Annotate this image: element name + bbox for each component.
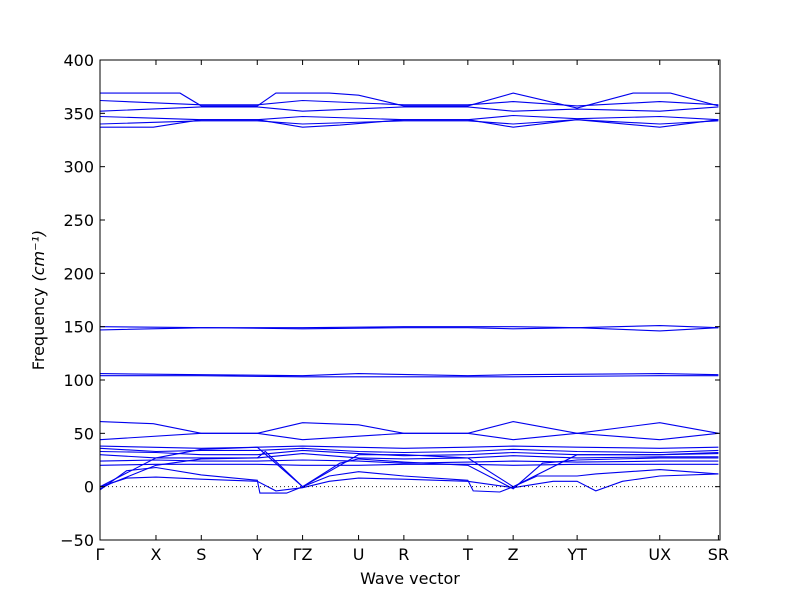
x-axis-ticks: Γ X S Y ΓZ U R T Z YT UX SR bbox=[96, 60, 729, 564]
plot-frame bbox=[99, 59, 721, 541]
band-line-10 bbox=[100, 375, 719, 378]
y-tick-label: 350 bbox=[63, 104, 94, 123]
x-tick-label: S bbox=[196, 545, 206, 564]
band-line-20 bbox=[99, 473, 719, 492]
band-line-17 bbox=[99, 459, 719, 464]
y-axis-title-text: Frequency bbox=[29, 288, 48, 371]
band-line-4 bbox=[99, 114, 719, 121]
x-tick-label: YT bbox=[566, 545, 587, 564]
y-tick-label: 250 bbox=[63, 211, 94, 230]
y-axis-unit: (cm⁻¹) bbox=[29, 230, 48, 282]
y-tick-label: −50 bbox=[60, 531, 94, 550]
y-tick-label: 300 bbox=[63, 158, 94, 177]
x-tick-label: Z bbox=[508, 545, 519, 564]
band-line-19 bbox=[99, 466, 719, 494]
band-line-11 bbox=[99, 421, 719, 434]
band-line-2 bbox=[99, 99, 719, 107]
band-line-5 bbox=[99, 119, 719, 125]
x-tick-label: ΓZ bbox=[293, 545, 313, 564]
x-axis-title: Wave vector bbox=[360, 569, 460, 588]
x-tick-label: T bbox=[462, 545, 473, 564]
x-tick-label: R bbox=[398, 545, 409, 564]
band-line-16 bbox=[99, 453, 719, 460]
x-tick-label: U bbox=[353, 545, 365, 564]
y-tick-label: 150 bbox=[63, 318, 94, 337]
band-line-21 bbox=[99, 450, 719, 490]
band-line-22 bbox=[99, 446, 719, 488]
band-line-1 bbox=[100, 92, 719, 109]
y-tick-label: 400 bbox=[63, 51, 94, 70]
band-line-12 bbox=[99, 432, 719, 441]
y-axis-ticks: −50 0 50 100 150 200 250 300 350 400 bbox=[60, 51, 720, 550]
band-line-6 bbox=[100, 119, 719, 128]
x-tick-label: SR bbox=[708, 545, 729, 564]
x-tick-label: Γ bbox=[96, 545, 105, 564]
y-tick-label: 200 bbox=[63, 264, 94, 283]
y-tick-label: 0 bbox=[84, 478, 94, 497]
band-line-8 bbox=[99, 327, 719, 332]
band-line-13 bbox=[99, 445, 719, 449]
x-tick-label: UX bbox=[648, 545, 671, 564]
band-line-9 bbox=[99, 373, 719, 377]
band-line-18 bbox=[99, 463, 719, 466]
x-tick-label: Y bbox=[251, 545, 262, 564]
y-tick-label: 100 bbox=[63, 371, 94, 390]
y-tick-label: 50 bbox=[74, 424, 94, 443]
band-lines bbox=[99, 92, 719, 494]
y-axis-title: Frequency (cm⁻¹) bbox=[29, 230, 48, 370]
band-line-3 bbox=[99, 106, 719, 112]
x-tick-label: X bbox=[150, 545, 161, 564]
